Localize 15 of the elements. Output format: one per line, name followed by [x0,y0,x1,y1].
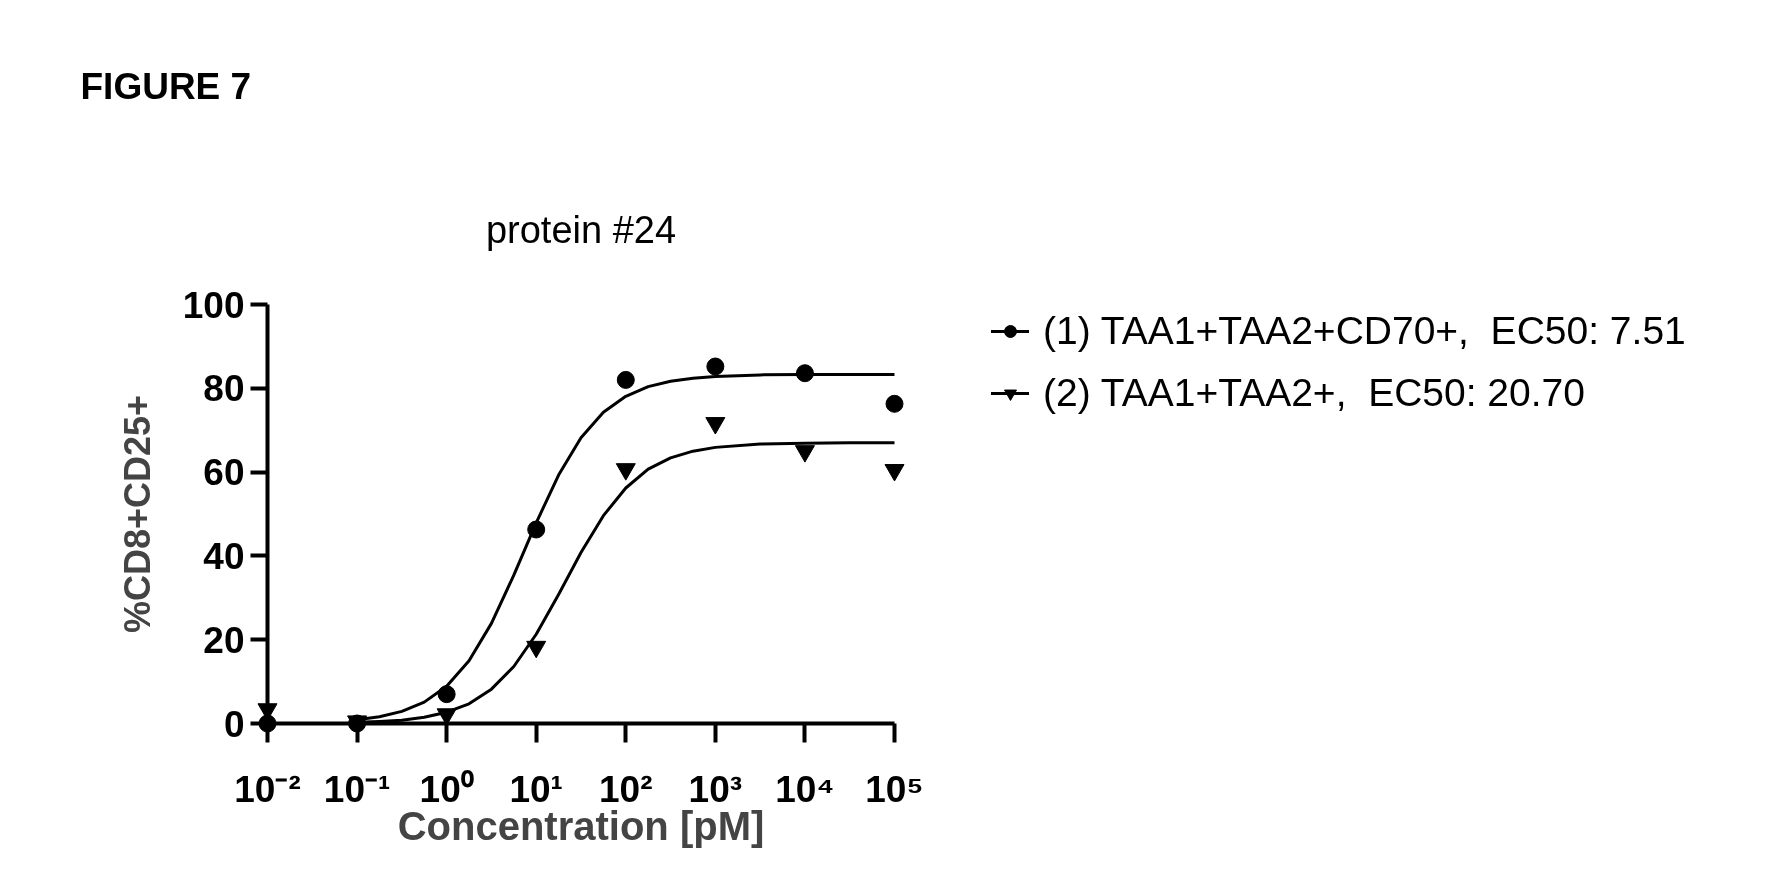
legend-label: (2) TAA1+TAA2+, EC50: 20.70 [1043,371,1585,415]
legend-label: (1) TAA1+TAA2+CD70+, EC50: 7.51 [1043,309,1686,353]
x-tick-label: 10⁻¹ [323,768,391,810]
y-tick-label: 20 [203,619,245,661]
x-tick-label: 10⁴ [775,768,835,810]
y-tick-label: 80 [203,368,245,410]
x-tick-label: 10⁵ [865,768,924,810]
chart-title: protein #24 [485,208,677,251]
y-tick-label: 100 [182,284,245,326]
y-axis-title: %CD8+CD25+ [116,394,158,634]
y-tick-label: 60 [203,452,245,494]
y-tick-label: 40 [203,535,245,577]
caption: FIGURE 7 [80,66,252,107]
x-tick-label: 10⁻² [234,768,301,810]
y-tick-label: 0 [223,703,245,745]
